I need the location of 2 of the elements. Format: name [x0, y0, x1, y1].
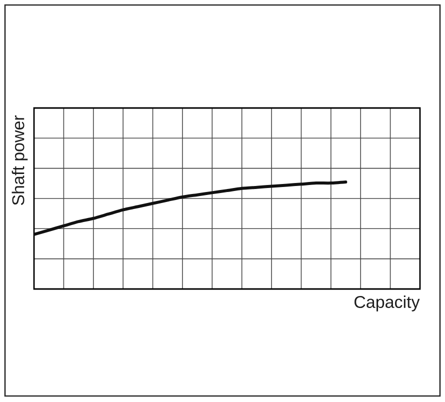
x-axis-title: Capacity [354, 296, 420, 312]
y-axis-title: Shaft power [12, 115, 28, 206]
